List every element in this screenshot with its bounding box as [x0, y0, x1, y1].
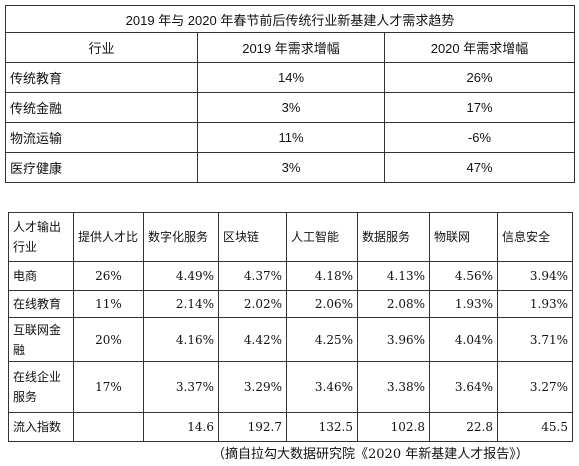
- row-label: 在线教育: [8, 290, 74, 318]
- cell: 4.16%: [143, 317, 219, 362]
- cell: 45.5: [497, 412, 573, 442]
- cell: 4.56%: [429, 261, 498, 291]
- talent-table: 人才输出行业 提供人才比 数字化服务 区块链 人工智能 数据服务 物联网 信息安全 电商 26% 4…: [8, 212, 573, 442]
- cell: 26%: [73, 261, 144, 291]
- cell: 132.5: [286, 412, 358, 442]
- cell: 3.96%: [357, 317, 430, 362]
- header-cell: 人工智能: [286, 212, 358, 262]
- cell: 1.93%: [429, 290, 498, 318]
- header-row: 行业 2019 年需求增幅 2020 年需求增幅: [5, 32, 575, 63]
- header-cell: 物联网: [429, 212, 498, 262]
- data-row: 电商 26% 4.49% 4.37% 4.18% 4.13% 4.56% 3.94%: [8, 261, 573, 291]
- row-label: 传统金融: [5, 92, 198, 123]
- cell: 3.38%: [357, 361, 430, 413]
- cell: 3%: [197, 152, 385, 183]
- cell: 3.46%: [286, 361, 358, 413]
- data-row: 医疗健康 3% 47%: [5, 152, 575, 183]
- cell: 3%: [197, 92, 385, 123]
- cell: -6%: [384, 122, 575, 153]
- cell: 3.37%: [143, 361, 219, 413]
- cell: 2.14%: [143, 290, 219, 318]
- cell: 20%: [73, 317, 144, 362]
- cell: 47%: [384, 152, 575, 183]
- row-label: 流入指数: [8, 412, 74, 442]
- row-label: 电商: [8, 261, 74, 291]
- header-cell: 数据服务: [357, 212, 430, 262]
- source-note: （摘自拉勾大数据研究院《2020 年新基建人才报告》）: [212, 447, 529, 462]
- cell: 1.93%: [497, 290, 573, 318]
- data-row: 物流运输 11% -6%: [5, 122, 575, 153]
- cell: 14%: [197, 62, 385, 93]
- cell: 3.29%: [218, 361, 287, 413]
- cell: 14.6: [143, 412, 219, 442]
- header-cell: 数字化服务: [143, 212, 219, 262]
- row-label: 物流运输: [5, 122, 198, 153]
- row-label: 在线企业服务: [8, 361, 74, 413]
- cell: 4.13%: [357, 261, 430, 291]
- trend-table: 2019 年与 2020 年春节前后传统行业新基建人才需求趋势 行业 2019 年…: [5, 5, 575, 183]
- cell: 11%: [197, 122, 385, 153]
- header-cell: 区块链: [218, 212, 287, 262]
- data-row: 传统金融 3% 17%: [5, 92, 575, 123]
- row-label: 互联网金融: [8, 317, 74, 362]
- cell: 102.8: [357, 412, 430, 442]
- cell: 3.27%: [497, 361, 573, 413]
- cell: 17%: [73, 361, 144, 413]
- header-cell: 行业: [5, 32, 198, 63]
- data-row: 传统教育 14% 26%: [5, 62, 575, 93]
- header-cell: 提供人才比: [73, 212, 144, 262]
- header-cell: 人才输出行业: [8, 212, 74, 262]
- cell: 4.49%: [143, 261, 219, 291]
- data-row: 在线教育 11% 2.14% 2.02% 2.06% 2.08% 1.93% 1.93%: [8, 290, 573, 318]
- cell: 17%: [384, 92, 575, 123]
- row-label: 传统教育: [5, 62, 198, 93]
- title-row: 2019 年与 2020 年春节前后传统行业新基建人才需求趋势: [5, 5, 575, 33]
- cell: 22.8: [429, 412, 498, 442]
- cell: 3.64%: [429, 361, 498, 413]
- table-title: 2019 年与 2020 年春节前后传统行业新基建人才需求趋势: [5, 5, 575, 33]
- cell: 192.7: [218, 412, 287, 442]
- cell: 4.25%: [286, 317, 358, 362]
- cell: 11%: [73, 290, 144, 318]
- cell: 4.18%: [286, 261, 358, 291]
- header-cell: 2019 年需求增幅: [197, 32, 385, 63]
- cell: 3.94%: [497, 261, 573, 291]
- cell: 26%: [384, 62, 575, 93]
- row-label: 医疗健康: [5, 152, 198, 183]
- cell: 4.42%: [218, 317, 287, 362]
- header-cell: 2020 年需求增幅: [384, 32, 575, 63]
- data-row: 互联网金融 20% 4.16% 4.42% 4.25% 3.96% 4.04% 3.71%: [8, 317, 573, 362]
- cell: 2.08%: [357, 290, 430, 318]
- cell: 2.06%: [286, 290, 358, 318]
- cell: 3.71%: [497, 317, 573, 362]
- cell: [73, 412, 144, 442]
- data-row: 在线企业服务 17% 3.37% 3.29% 3.46% 3.38% 3.64% 3.27%: [8, 361, 573, 413]
- data-row: 流入指数 14.6 192.7 132.5 102.8 22.8 45.5: [8, 412, 573, 442]
- header-cell: 信息安全: [497, 212, 573, 262]
- header-row: 人才输出行业 提供人才比 数字化服务 区块链 人工智能 数据服务 物联网 信息安全: [8, 212, 573, 262]
- cell: 4.04%: [429, 317, 498, 362]
- cell: 2.02%: [218, 290, 287, 318]
- cell: 4.37%: [218, 261, 287, 291]
